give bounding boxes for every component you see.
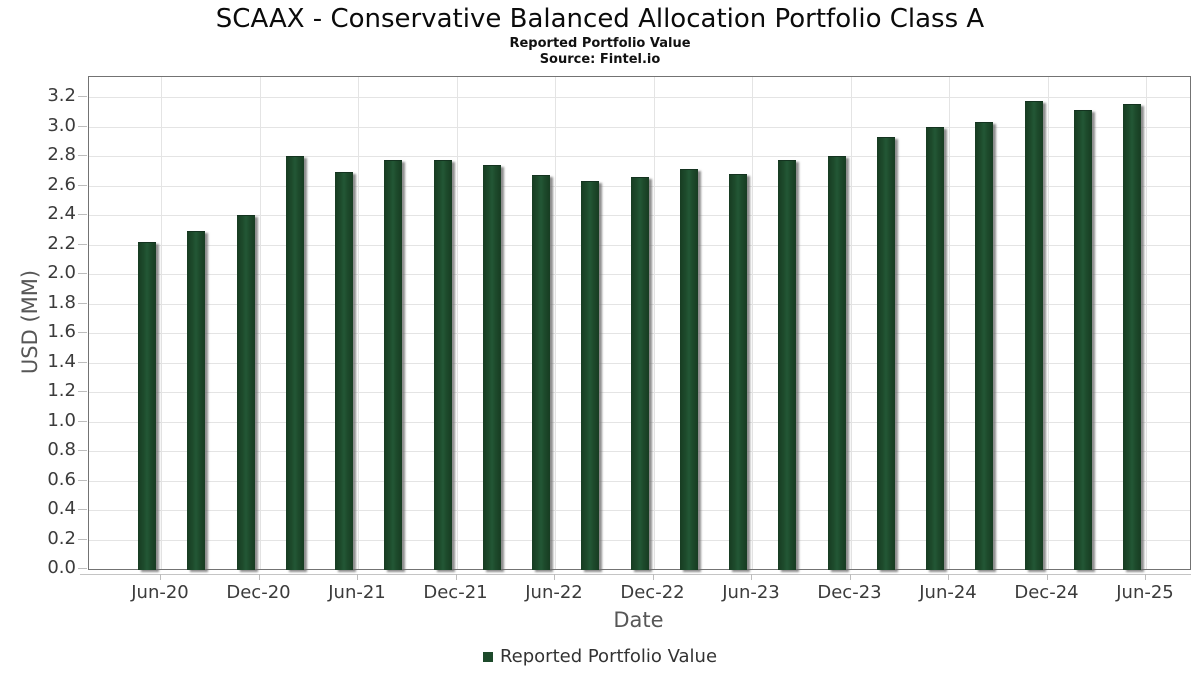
y-tick-label: 0.4 [47, 498, 76, 519]
bar[interactable] [581, 181, 600, 570]
x-axis-tick [652, 574, 654, 580]
y-axis-tick [78, 243, 87, 245]
x-tick-label: Dec-23 [817, 582, 882, 603]
y-tick-label: 2.8 [47, 144, 76, 165]
x-axis-tick [1046, 574, 1048, 580]
y-tick-label: 3.2 [47, 85, 76, 106]
x-axis-tick [160, 574, 161, 580]
x-tick-label: Jun-21 [328, 582, 386, 603]
x-axis-tick [455, 574, 457, 580]
y-tick-label: 3.0 [47, 114, 76, 136]
y-axis-tick [78, 391, 87, 392]
legend-item[interactable]: Reported Portfolio Value [0, 646, 1200, 667]
x-axis-tick [751, 574, 752, 580]
y-tick-label: 2.6 [47, 173, 76, 195]
x-axis-tick [1145, 574, 1146, 580]
bar[interactable] [827, 156, 846, 570]
y-axis-tick [78, 184, 87, 186]
x-tick-label: Jun-22 [525, 582, 583, 603]
y-tick-label: 1.0 [47, 409, 76, 431]
bar[interactable] [778, 160, 797, 570]
bar[interactable] [384, 160, 403, 570]
x-axis-tick [357, 574, 358, 580]
bar[interactable] [482, 164, 501, 570]
plot-area [88, 76, 1191, 570]
x-gridline [752, 77, 753, 569]
x-gridline [1047, 77, 1049, 569]
x-axis-tick [948, 574, 949, 580]
y-axis-tick [78, 538, 87, 540]
y-axis-tick [78, 273, 87, 274]
y-tick-label: 0.0 [47, 557, 76, 578]
y-axis-tick [78, 568, 87, 569]
y-axis-tick [78, 420, 87, 422]
y-tick-label: 0.6 [47, 468, 76, 490]
x-tick-label: Jun-20 [131, 582, 189, 603]
bar[interactable] [1073, 110, 1092, 570]
y-gridline [89, 126, 1190, 128]
chart-title: SCAAX - Conservative Balanced Allocation… [215, 4, 985, 34]
x-axis-line [80, 574, 1191, 575]
x-tick-label: Jun-24 [919, 582, 977, 603]
chart-subtitle: Reported Portfolio Value [509, 36, 691, 51]
y-tick-label: 1.2 [47, 380, 76, 401]
y-gridline [89, 156, 1190, 157]
bar[interactable] [138, 241, 156, 570]
x-gridline [358, 77, 359, 569]
y-axis-tick [78, 96, 87, 97]
bar[interactable] [729, 173, 747, 570]
bar[interactable] [187, 231, 206, 570]
x-axis-title: Date [613, 608, 664, 632]
bar[interactable] [926, 126, 944, 570]
x-gridline [555, 77, 556, 569]
y-axis-tick [78, 302, 87, 304]
bar[interactable] [433, 160, 452, 570]
x-tick-label: Jun-25 [1116, 582, 1174, 603]
y-axis-tick [78, 214, 87, 215]
y-tick-label: 0.8 [47, 439, 76, 460]
bar[interactable] [532, 175, 550, 570]
x-gridline [161, 77, 162, 569]
x-gridline [653, 77, 655, 569]
x-tick-label: Dec-21 [423, 582, 488, 603]
x-axis-tick [258, 574, 260, 580]
bar[interactable] [335, 172, 353, 570]
y-tick-label: 2.2 [47, 232, 76, 254]
legend-label: Reported Portfolio Value [499, 646, 718, 667]
x-axis-tick [849, 574, 851, 580]
x-tick-label: Dec-20 [226, 582, 291, 603]
y-axis-tick [78, 479, 87, 481]
bar[interactable] [1024, 101, 1043, 570]
legend-marker-icon [482, 651, 493, 662]
y-gridline [89, 97, 1190, 98]
x-tick-label: Dec-24 [1014, 582, 1079, 603]
y-axis-tick [78, 450, 87, 451]
x-tick-label: Dec-22 [620, 582, 685, 603]
y-tick-label: 2.4 [47, 203, 76, 224]
x-gridline [259, 77, 261, 569]
y-axis-title: USD (MM) [18, 269, 42, 375]
bar[interactable] [876, 136, 895, 570]
x-gridline [456, 77, 458, 569]
x-tick-label: Jun-23 [722, 582, 780, 603]
bar[interactable] [679, 169, 698, 570]
bar[interactable] [975, 122, 994, 570]
bar[interactable] [630, 176, 649, 570]
bar[interactable] [285, 156, 304, 570]
y-axis-tick [78, 509, 87, 510]
x-gridline [850, 77, 852, 569]
bar[interactable] [236, 215, 255, 570]
x-gridline [1146, 77, 1147, 569]
y-tick-label: 0.2 [47, 527, 76, 549]
chart-source: Source: Fintel.io [539, 52, 661, 67]
bar[interactable] [1123, 104, 1141, 570]
y-axis-tick [78, 332, 87, 333]
x-axis-tick [554, 574, 555, 580]
x-gridline [949, 77, 950, 569]
y-axis-tick [78, 125, 87, 127]
y-axis-tick [78, 361, 87, 363]
y-axis-tick [78, 155, 87, 156]
